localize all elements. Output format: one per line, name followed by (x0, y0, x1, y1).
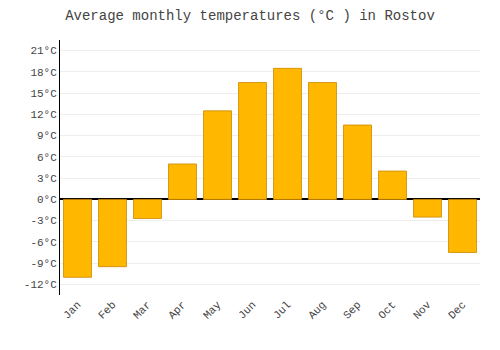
svg-text:15°C: 15°C (30, 88, 57, 100)
svg-text:May: May (201, 299, 224, 322)
svg-text:Sep: Sep (341, 299, 363, 321)
svg-text:Mar: Mar (131, 299, 153, 321)
svg-text:Dec: Dec (446, 299, 468, 321)
svg-text:3°C: 3°C (37, 173, 57, 185)
svg-text:Jan: Jan (61, 299, 83, 321)
svg-text:Jul: Jul (271, 299, 293, 321)
svg-text:-6°C: -6°C (30, 237, 57, 249)
svg-text:6°C: 6°C (37, 152, 57, 164)
svg-text:Nov: Nov (411, 299, 434, 322)
svg-text:-3°C: -3°C (30, 215, 57, 227)
svg-text:9°C: 9°C (37, 130, 57, 142)
svg-text:12°C: 12°C (30, 109, 57, 121)
svg-text:Jun: Jun (236, 299, 258, 321)
svg-text:-12°C: -12°C (24, 279, 57, 291)
svg-text:Average monthly temperatures (: Average monthly temperatures (°C ) in Ro… (65, 8, 435, 24)
svg-text:Aug: Aug (306, 299, 328, 321)
svg-text:Feb: Feb (96, 299, 118, 321)
svg-text:Oct: Oct (376, 299, 398, 321)
svg-text:21°C: 21°C (30, 45, 57, 57)
svg-text:Apr: Apr (166, 299, 188, 321)
svg-text:0°C: 0°C (37, 194, 57, 206)
svg-text:-9°C: -9°C (30, 258, 57, 270)
svg-text:18°C: 18°C (30, 67, 57, 79)
